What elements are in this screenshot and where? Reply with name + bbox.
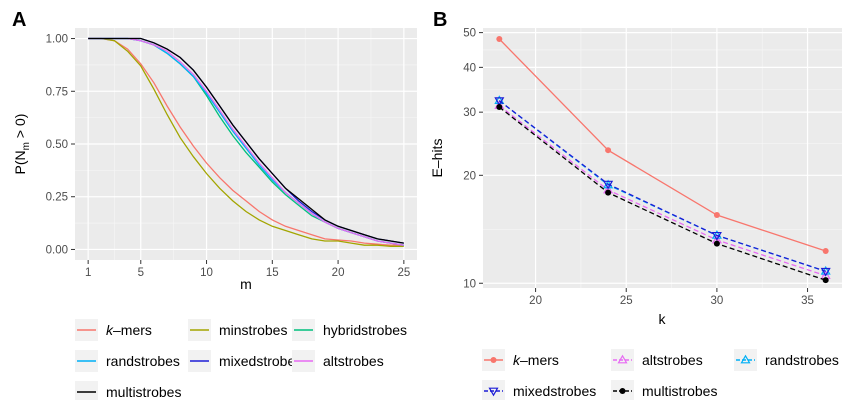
y-tick-label: 20 xyxy=(463,170,476,182)
series-line-multistrobes xyxy=(498,106,826,281)
x-tick-label: 10 xyxy=(200,267,213,279)
y-tick-label: 10 xyxy=(463,278,476,290)
legend-item-k-mers: k–mers xyxy=(482,349,559,371)
x-tick-label: 25 xyxy=(620,295,633,307)
x-tick-label: 15 xyxy=(266,267,279,279)
legend-label: hybridstrobes xyxy=(323,322,407,338)
legend-label: minstrobes xyxy=(219,322,287,338)
data-point-k-mers xyxy=(605,147,612,154)
series-line-minstrobes xyxy=(88,37,404,247)
legend-item-minstrobes: minstrobes xyxy=(188,319,287,341)
legend-label: k–mers xyxy=(513,352,559,368)
legend-item-hybridstrobes: hybridstrobes xyxy=(292,319,407,341)
plot-background xyxy=(483,28,842,288)
y-tick-label: 30 xyxy=(463,107,476,119)
series-line-k-mers xyxy=(498,38,826,252)
data-point-mixedstrobes xyxy=(820,267,831,277)
x-axis-title: m xyxy=(240,276,252,292)
x-axis-title: k xyxy=(659,311,667,327)
y-tick-label: 50 xyxy=(463,28,476,40)
y-tick-label: 0.75 xyxy=(46,86,68,98)
data-point-multistrobes xyxy=(605,189,612,196)
legend-key-marker xyxy=(488,387,499,397)
data-point-mixedstrobes xyxy=(494,97,505,107)
x-tick-label: 25 xyxy=(397,267,410,279)
y-tick-label: 1.00 xyxy=(46,34,68,46)
series-line-multistrobes xyxy=(88,37,404,244)
y-axis-title-part: P(N xyxy=(12,150,28,174)
series-line-k-mers xyxy=(88,37,404,246)
data-point-multistrobes xyxy=(822,277,829,284)
y-axis-title: E–hits xyxy=(429,139,445,178)
legend-item-altstrobes: altstrobes xyxy=(292,350,384,372)
legend-key-background xyxy=(482,380,505,402)
data-point-mixedstrobes xyxy=(603,180,614,190)
y-tick-label: 0.50 xyxy=(46,139,68,151)
legend-label: multistrobes xyxy=(642,383,717,399)
legend-item-mixedstrobes: mixedstrobes xyxy=(482,380,596,402)
y-axis-title-part: > 0) xyxy=(12,114,28,142)
legend-label: randstrobes xyxy=(106,353,180,369)
legend-label-part: –mers xyxy=(520,352,559,368)
legend-label-part: –mers xyxy=(113,322,152,338)
y-tick-label: 0.00 xyxy=(46,244,68,256)
series-line-altstrobes xyxy=(498,105,826,277)
data-point-multistrobes xyxy=(713,240,720,247)
series-line-altstrobes xyxy=(88,37,404,246)
legend-key-marker xyxy=(619,388,626,394)
legend-label: multistrobes xyxy=(106,384,181,400)
legend-item-randstrobes: randstrobes xyxy=(734,349,839,371)
x-tick-label: 35 xyxy=(801,295,814,307)
legend-label-italic: k xyxy=(106,322,114,338)
data-point-multistrobes xyxy=(496,104,503,111)
data-point-k-mers xyxy=(822,248,829,255)
legend-label: mixedstrobes xyxy=(219,353,302,369)
data-point-randstrobes xyxy=(494,95,505,105)
y-tick-label: 0.25 xyxy=(46,192,68,204)
legend: k–mers minstrobes hybridstrobes randstrobes… xyxy=(75,319,407,403)
panel-label: A xyxy=(12,9,26,31)
data-point-k-mers xyxy=(713,212,720,219)
legend-key-marker xyxy=(617,354,628,364)
legend-label-italic: k xyxy=(513,352,521,368)
legend: k–mers altstrobes randstrobes mixedstrobes m… xyxy=(482,349,839,402)
data-point-randstrobes xyxy=(711,229,722,239)
legend-label: k–mers xyxy=(106,322,152,338)
series-group xyxy=(88,37,404,247)
series-group xyxy=(494,35,831,284)
legend-label: mixedstrobes xyxy=(513,383,596,399)
legend-label: randstrobes xyxy=(765,352,839,368)
y-axis-title-sub: m xyxy=(21,142,32,150)
y-tick-label: 40 xyxy=(463,62,476,74)
y-axis-title: P(Nm > 0) xyxy=(12,114,32,175)
x-tick-label: 1 xyxy=(85,267,91,279)
legend-label: altstrobes xyxy=(323,353,384,369)
legend-item-multistrobes: multistrobes xyxy=(75,381,181,403)
legend-key-background xyxy=(75,381,98,403)
data-point-mixedstrobes xyxy=(711,231,722,241)
legend-label: altstrobes xyxy=(642,352,703,368)
x-tick-label: 20 xyxy=(529,295,542,307)
data-point-k-mers xyxy=(496,35,503,42)
series-line-mixedstrobes xyxy=(498,100,826,272)
legend-item-multistrobes: multistrobes xyxy=(611,380,717,402)
legend-item-randstrobes: randstrobes xyxy=(75,350,180,372)
legend-key-marker xyxy=(490,357,497,363)
x-tick-label: 5 xyxy=(138,267,144,279)
x-tick-label: 20 xyxy=(332,267,345,279)
legend-key-marker xyxy=(740,354,751,364)
panel-label: B xyxy=(433,9,447,31)
legend-item-altstrobes: altstrobes xyxy=(611,349,703,371)
legend-item-mixedstrobes: mixedstrobes xyxy=(188,350,302,372)
x-tick-label: 30 xyxy=(710,295,723,307)
legend-item-k-mers: k–mers xyxy=(75,319,152,341)
